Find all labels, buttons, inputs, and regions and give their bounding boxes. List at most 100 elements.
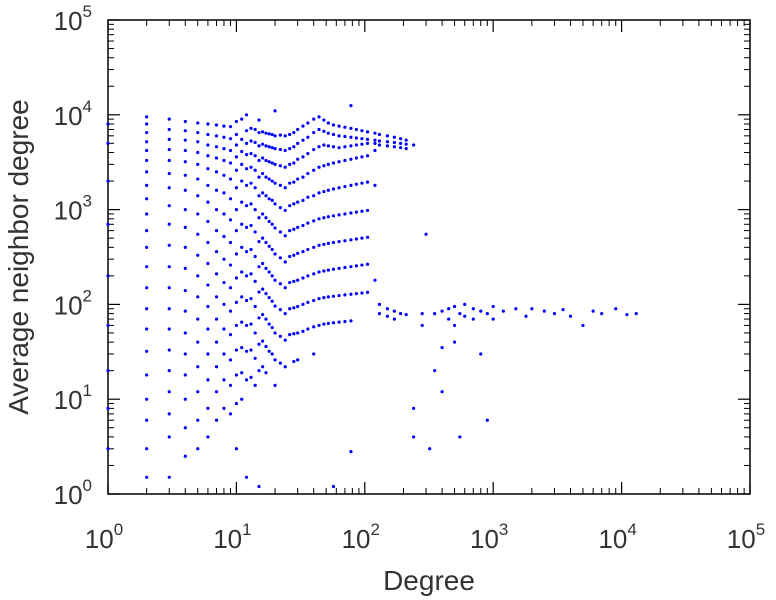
data-point [292,306,296,310]
data-point [349,211,353,215]
data-point [412,435,416,439]
data-point [106,369,110,373]
data-point [354,182,358,186]
data-point [326,162,330,166]
data-point [261,313,265,317]
data-point [206,167,210,171]
data-point [183,138,187,142]
data-point [392,135,396,139]
data-point [296,200,300,204]
data-point [398,141,403,145]
data-point [222,212,226,216]
data-point [326,295,330,299]
data-point [183,373,187,377]
data-point [349,104,353,108]
data-point [312,130,316,135]
data-point [365,262,370,266]
data-point [591,309,595,313]
data-point [183,426,187,430]
data-point [228,218,233,222]
data-point [267,177,271,181]
data-point [270,132,274,137]
data-point [331,132,336,137]
data-point [373,138,377,142]
data-point [306,300,310,304]
data-point [452,340,457,344]
data-point [206,435,210,439]
data-point [301,250,305,254]
data-point [167,265,171,269]
data-point [360,263,364,267]
data-point [244,183,249,187]
data-point [273,358,277,362]
data-point [377,143,382,147]
data-point [261,261,265,266]
data-point [337,266,341,270]
data-point [257,369,261,373]
data-point [214,229,219,233]
data-point [326,241,330,245]
data-point [244,274,249,278]
data-point [296,278,300,282]
x-axis-title: Degree [383,565,475,596]
data-point [196,194,200,198]
data-point [261,212,265,216]
data-point [331,294,336,298]
data-point [354,292,358,296]
data-point [253,208,257,212]
data-point [283,234,287,238]
data-point [249,375,253,379]
data-point [264,158,268,163]
data-point [270,325,274,330]
data-point [552,311,557,316]
data-point [317,270,321,274]
data-point [312,147,316,152]
data-point [404,147,408,151]
data-point [331,484,336,489]
data-point [433,369,437,373]
data-point [349,450,353,454]
data-point [222,406,226,410]
data-point [167,137,171,142]
data-point [167,412,171,416]
data-point [354,127,358,132]
data-point [234,401,238,406]
data-point [283,134,287,138]
data-point [267,349,271,353]
data-point [234,155,238,159]
data-point [253,279,257,283]
data-point [222,378,226,382]
data-point [349,265,353,269]
data-point [196,253,200,257]
x-tick-labels: 100 101 102 103 104 105 [85,520,765,554]
data-point [312,325,316,329]
data-point [267,295,271,300]
data-point [625,313,629,317]
data-point [249,272,253,276]
data-point [267,145,271,149]
data-point [322,129,326,133]
data-point [343,158,347,163]
data-point [249,223,253,228]
data-point [234,252,238,256]
data-point [228,309,233,313]
data-point [349,238,353,242]
data-point [412,406,416,410]
data-point [404,138,408,142]
data-point [196,232,200,236]
data-point [404,142,408,146]
data-point [196,274,200,278]
data-point [317,243,321,247]
data-point [354,264,358,268]
data-point [322,118,326,122]
data-point [145,418,149,422]
data-point [568,314,573,318]
data-point [270,146,274,150]
data-point [288,229,292,233]
data-point [196,130,200,135]
data-point [206,352,210,356]
data-point [343,134,347,139]
data-point [222,280,226,285]
data-point [183,119,187,124]
data-point [485,311,489,316]
